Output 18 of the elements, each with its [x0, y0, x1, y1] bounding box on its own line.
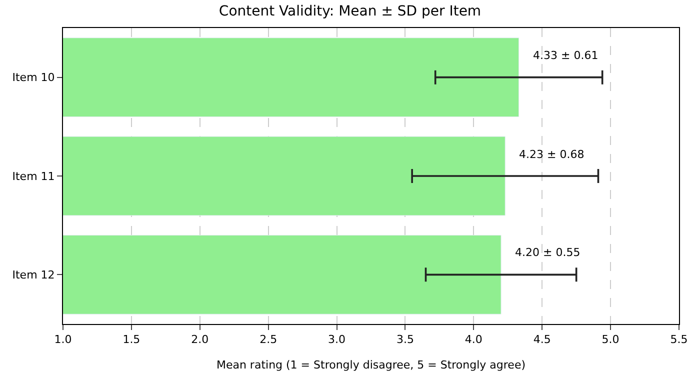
- data-label: 4.33 ± 0.61: [533, 49, 598, 62]
- data-label: 4.20 ± 0.55: [515, 246, 580, 259]
- x-axis-title: Mean rating (1 = Strongly disagree, 5 = Strongly agree): [216, 358, 526, 372]
- chart-title: Content Validity: Mean ± SD per Item: [218, 4, 482, 20]
- x-tick-label: 3.5: [396, 333, 414, 346]
- x-tick-label: 5.5: [670, 333, 688, 346]
- x-tick-label: 5.0: [602, 333, 620, 346]
- x-tick-label: 2.5: [260, 333, 278, 346]
- x-tick-label: 1.5: [122, 333, 140, 346]
- x-tick-label: 1.0: [54, 333, 72, 346]
- x-tick-label: 3.0: [328, 333, 346, 346]
- y-tick-label: Item 10: [12, 71, 55, 84]
- y-tick-label: Item 12: [12, 268, 55, 282]
- data-label: 4.23 ± 0.68: [519, 148, 584, 161]
- y-tick-label: Item 11: [12, 170, 55, 183]
- x-tick-label: 4.5: [533, 333, 551, 346]
- x-tick-label: 4.0: [464, 333, 482, 346]
- x-tick-label: 2.0: [191, 333, 209, 346]
